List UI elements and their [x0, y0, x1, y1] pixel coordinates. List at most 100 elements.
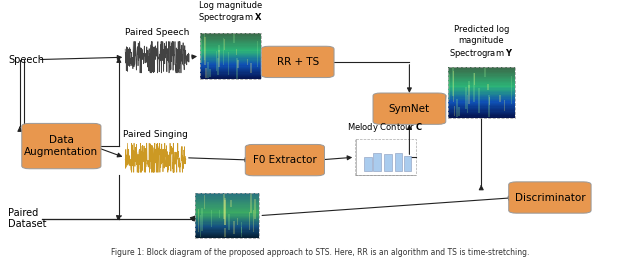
FancyBboxPatch shape [373, 93, 446, 124]
Bar [195, 237, 259, 239]
Bar [236, 58, 238, 79]
Bar [195, 233, 259, 234]
Bar [218, 45, 220, 52]
Bar [257, 41, 259, 67]
FancyBboxPatch shape [245, 145, 324, 176]
Bar [195, 200, 259, 201]
Bar [448, 85, 515, 86]
Bar [448, 90, 515, 91]
Bar [195, 193, 259, 239]
Bar [195, 206, 259, 208]
Bar [448, 104, 515, 105]
Bar [195, 232, 259, 233]
Bar [488, 95, 490, 117]
Bar [223, 194, 225, 219]
Bar [448, 73, 515, 74]
Bar [448, 91, 515, 92]
Bar [448, 117, 515, 118]
Bar [200, 48, 260, 49]
Bar [195, 216, 259, 217]
Text: Figure 1: Block diagram of the proposed approach to STS. Here, RR is an algorith: Figure 1: Block diagram of the proposed … [111, 248, 529, 257]
Bar [488, 84, 489, 90]
Bar [200, 77, 260, 78]
Bar [448, 95, 515, 96]
Bar [478, 88, 480, 113]
Bar [216, 51, 217, 71]
Bar [195, 209, 259, 210]
Bar [448, 77, 515, 78]
Bar [200, 76, 260, 77]
Bar [195, 201, 259, 202]
Bar [200, 53, 260, 54]
Bar [223, 39, 225, 50]
Bar [474, 73, 476, 85]
Bar [205, 68, 207, 78]
Text: Paired Singing: Paired Singing [123, 130, 188, 139]
Bar [200, 69, 260, 70]
Text: Predicted log
magnitude
Spectrogram $\bf{Y}$: Predicted log magnitude Spectrogram $\bf… [449, 25, 514, 60]
Bar [448, 93, 515, 95]
Bar [448, 86, 515, 87]
Bar [195, 211, 259, 212]
Bar [236, 49, 237, 55]
Bar [448, 103, 515, 104]
Bar [200, 51, 260, 53]
Bar [237, 218, 238, 225]
Bar [394, 153, 402, 171]
Bar [448, 68, 515, 69]
Bar [473, 73, 474, 102]
Bar [195, 208, 259, 209]
Bar [233, 34, 235, 43]
Bar [195, 205, 259, 206]
Bar [448, 74, 515, 76]
Bar [195, 214, 259, 216]
Text: SymNet: SymNet [389, 104, 430, 114]
Text: Paired
Dataset: Paired Dataset [8, 208, 47, 229]
Bar [456, 99, 458, 117]
Bar [195, 194, 259, 195]
Bar [448, 83, 515, 85]
Bar [241, 227, 243, 233]
Bar [200, 41, 260, 42]
Bar [200, 73, 260, 74]
FancyBboxPatch shape [509, 182, 591, 213]
Bar [198, 209, 200, 232]
Bar [250, 193, 252, 213]
Bar [209, 69, 211, 77]
Bar [511, 76, 513, 104]
Bar [200, 74, 260, 75]
Bar [233, 221, 235, 234]
Bar [200, 42, 260, 43]
Bar [200, 56, 260, 57]
Bar [448, 76, 515, 77]
Bar [195, 204, 259, 205]
Bar [195, 231, 259, 232]
Text: F0 Extractor: F0 Extractor [253, 155, 317, 165]
Bar [448, 105, 515, 106]
Bar [448, 78, 515, 80]
Bar [200, 36, 260, 37]
Bar [200, 33, 260, 34]
Bar [195, 197, 259, 199]
Bar [200, 63, 260, 64]
Bar [489, 97, 490, 105]
Bar [200, 47, 260, 48]
Bar [384, 154, 392, 171]
Bar [448, 113, 515, 114]
Bar [448, 72, 515, 73]
Bar [200, 68, 260, 69]
Bar [448, 67, 515, 68]
Text: RR + TS: RR + TS [276, 57, 319, 67]
Bar [217, 58, 218, 75]
Bar [228, 52, 229, 75]
Text: Data
Augmentation: Data Augmentation [24, 135, 99, 157]
Bar [468, 85, 470, 104]
Bar [218, 50, 220, 67]
Bar [228, 214, 230, 231]
Bar [200, 34, 260, 35]
Bar [219, 210, 220, 218]
Bar [468, 81, 470, 88]
Bar [195, 196, 259, 197]
Bar [448, 82, 515, 83]
Bar [200, 75, 260, 76]
